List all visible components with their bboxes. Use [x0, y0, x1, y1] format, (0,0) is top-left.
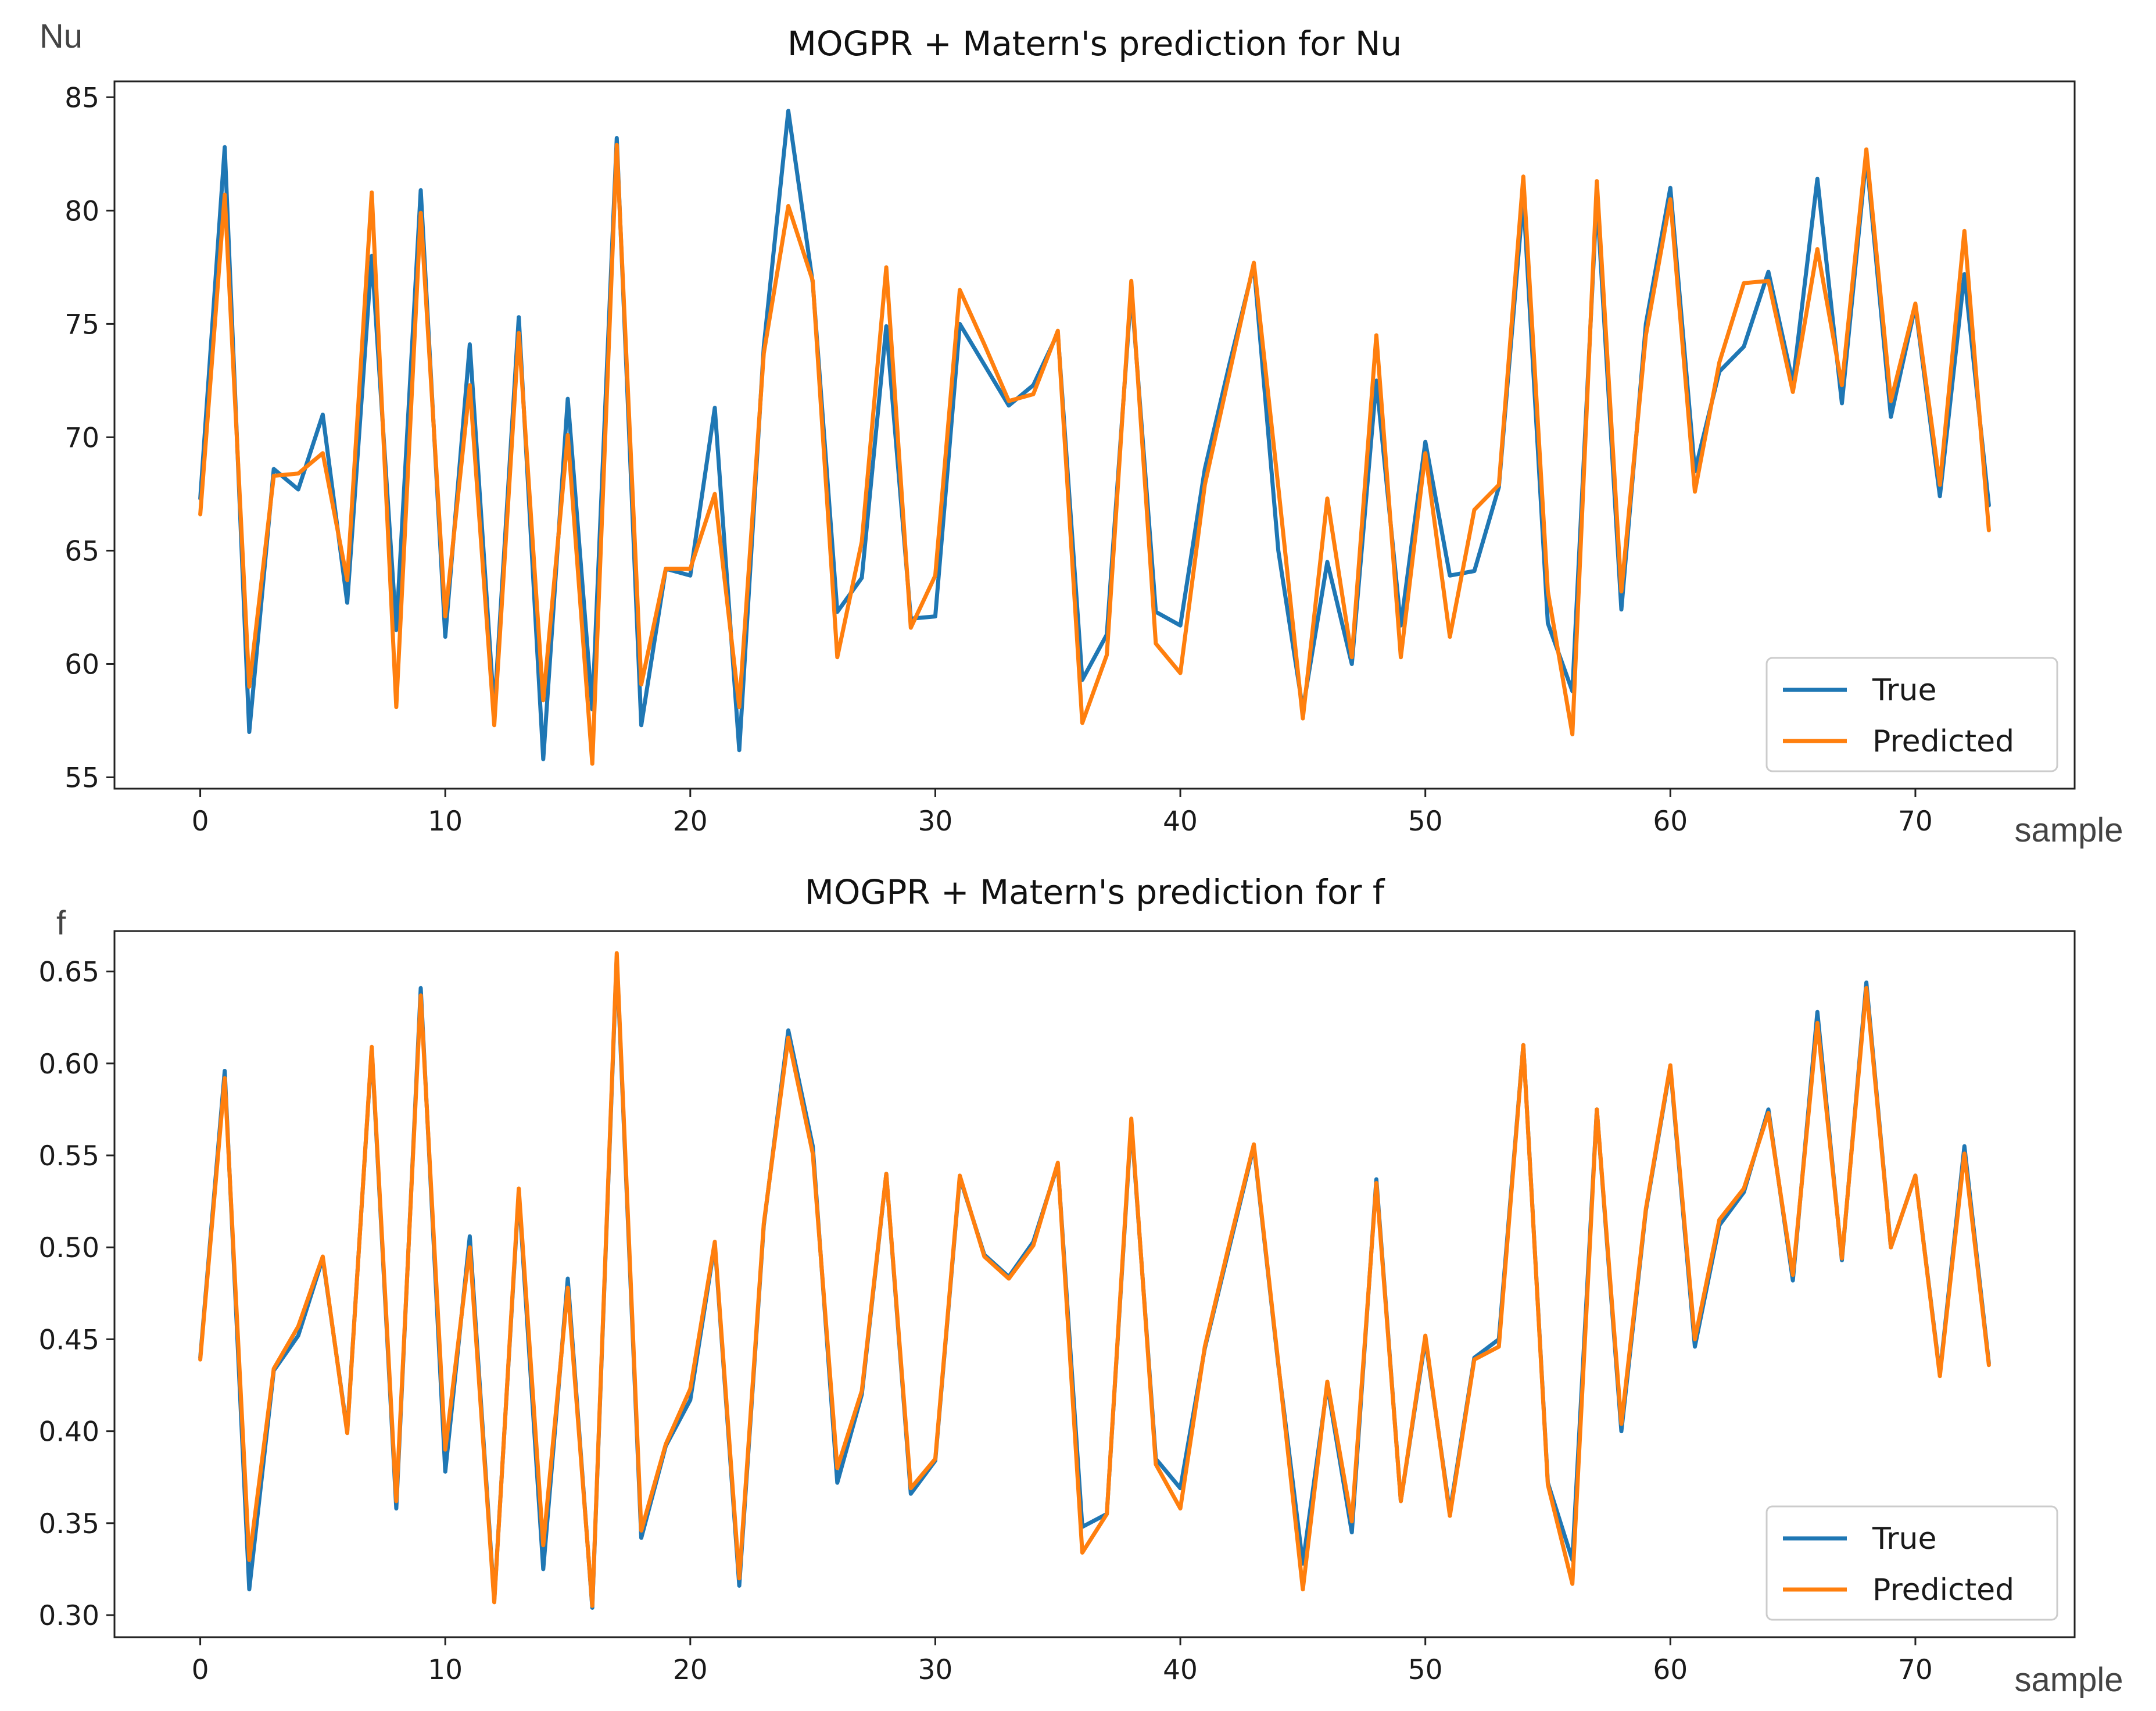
y-tick-label: 75: [65, 309, 99, 341]
series-line-predicted: [198, 951, 1991, 1608]
y-tick-label: 0.30: [38, 1600, 99, 1632]
y-tick-label: 0.50: [38, 1232, 99, 1264]
chart-panel-2: MOGPR + Matern's prediction for f f sample…: [38, 872, 2123, 1699]
y-axis-label: f: [56, 904, 66, 942]
x-tick-label: 50: [1408, 1654, 1443, 1686]
x-tick-label: 70: [1898, 806, 1933, 837]
y-tick-label: 0.60: [38, 1048, 99, 1080]
y-tick-label: 60: [65, 649, 99, 681]
x-tick-label: 70: [1898, 1654, 1933, 1686]
chart-panel-1: MOGPR + Matern's prediction for Nu Nu samp…: [40, 17, 2123, 849]
series-line-true: [198, 109, 1991, 761]
y-tick-label: 0.65: [38, 957, 99, 989]
x-tick-label: 40: [1163, 806, 1198, 837]
x-tick-label: 10: [428, 1654, 463, 1686]
y-tick-label: 0.40: [38, 1416, 99, 1448]
x-tick-label: 30: [918, 806, 953, 837]
x-tick-label: 40: [1163, 1654, 1198, 1686]
y-tick-label: 80: [65, 195, 99, 227]
chart-title: MOGPR + Matern's prediction for f: [805, 872, 1385, 912]
y-tick-label: 70: [65, 422, 99, 454]
y-tick-label: 0.45: [38, 1324, 99, 1356]
legend-label-true: True: [1872, 673, 1936, 708]
x-tick-label: 0: [192, 806, 209, 837]
y-axis-label: Nu: [40, 17, 83, 55]
y-tick-label: 0.55: [38, 1140, 99, 1172]
chart-title: MOGPR + Matern's prediction for Nu: [787, 24, 1402, 63]
y-tick-label: 65: [65, 535, 99, 567]
x-tick-label: 0: [192, 1654, 209, 1686]
x-tick-label: 20: [673, 806, 708, 837]
legend-label-predicted: Predicted: [1872, 724, 2014, 759]
x-tick-label: 20: [673, 1654, 708, 1686]
x-tick-label: 60: [1653, 806, 1688, 837]
x-axis-label: sample: [2015, 811, 2123, 849]
x-tick-label: 50: [1408, 806, 1443, 837]
series-line-true: [198, 954, 1991, 1610]
legend: True Predicted: [1765, 1505, 2058, 1621]
plot-frame: [113, 930, 2076, 1638]
legend-label-predicted: Predicted: [1872, 1573, 2014, 1608]
legend: True Predicted: [1765, 657, 2058, 772]
x-axis-label: sample: [2015, 1661, 2123, 1699]
x-tick-label: 30: [918, 1654, 953, 1686]
legend-label-true: True: [1872, 1522, 1936, 1556]
y-tick-label: 55: [65, 762, 99, 794]
y-tick-label: 85: [65, 82, 99, 114]
y-tick-label: 0.35: [38, 1508, 99, 1540]
plot-frame: [113, 80, 2076, 790]
x-tick-label: 60: [1653, 1654, 1688, 1686]
x-tick-label: 10: [428, 806, 463, 837]
series-line-predicted: [198, 142, 1991, 766]
